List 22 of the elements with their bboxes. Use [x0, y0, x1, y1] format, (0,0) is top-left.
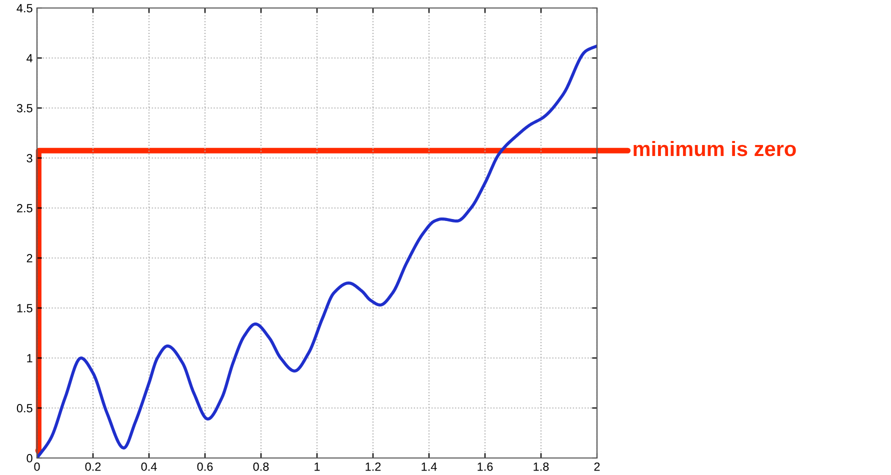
- y-tick-label: 0.5: [16, 404, 32, 412]
- y-tick-label: 2.5: [17, 204, 32, 212]
- x-tick-label: 2: [594, 462, 600, 471]
- x-tick-label: 0: [34, 462, 40, 471]
- x-tick-label: 0.8: [253, 462, 269, 471]
- y-tick-label: 1: [27, 354, 32, 362]
- y-tick-label: 1.5: [17, 304, 32, 312]
- x-tick-label: 0.4: [141, 462, 157, 471]
- x-tick-label: 1.2: [366, 462, 381, 471]
- y-tick-label: 3.5: [16, 104, 32, 112]
- x-tick-label: 1.4: [422, 462, 437, 471]
- x-tick-label: 1.8: [534, 462, 549, 471]
- y-tick-label: 2: [26, 254, 32, 262]
- y-tick-label: 4.5: [16, 4, 32, 12]
- x-tick-label: 0.6: [197, 462, 213, 471]
- x-tick-label: 1: [314, 462, 320, 471]
- text: minimum is zero: [634, 140, 796, 156]
- y-tick-label: 4: [26, 54, 32, 62]
- y-tick-label: 0: [26, 454, 32, 462]
- x-tick-label: 0.2: [85, 462, 101, 471]
- x-tick-label: 1.6: [478, 462, 493, 471]
- y-tick-label: 3: [26, 154, 32, 162]
